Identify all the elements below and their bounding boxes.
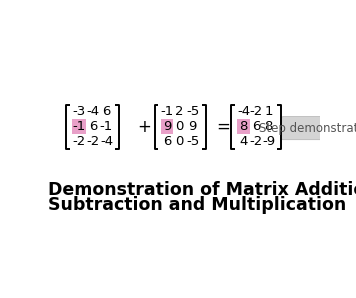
FancyBboxPatch shape	[282, 117, 347, 140]
Text: -4: -4	[87, 105, 100, 119]
Text: -2: -2	[250, 135, 263, 148]
Text: 9: 9	[188, 120, 197, 133]
Text: 9: 9	[163, 120, 171, 133]
Text: -5: -5	[186, 105, 199, 119]
Text: -2: -2	[250, 105, 263, 119]
Text: -9: -9	[262, 135, 275, 148]
FancyBboxPatch shape	[237, 119, 250, 134]
FancyBboxPatch shape	[161, 119, 173, 134]
Text: 6: 6	[252, 120, 260, 133]
Text: 0: 0	[175, 135, 184, 148]
Text: +: +	[137, 118, 151, 136]
Text: -1: -1	[73, 120, 86, 133]
Text: -1: -1	[100, 120, 113, 133]
Text: 0: 0	[175, 120, 184, 133]
Text: 4: 4	[240, 135, 248, 148]
Text: 1: 1	[264, 105, 273, 119]
Text: -5: -5	[186, 135, 199, 148]
Text: 6: 6	[163, 135, 171, 148]
Text: =: =	[216, 118, 230, 136]
Text: Step demonstratio: Step demonstratio	[259, 122, 356, 135]
Text: 8: 8	[264, 120, 273, 133]
Text: Demonstration of Matrix Addition,: Demonstration of Matrix Addition,	[48, 181, 356, 198]
Text: 8: 8	[240, 120, 248, 133]
FancyBboxPatch shape	[72, 119, 87, 134]
Text: 2: 2	[175, 105, 184, 119]
Text: -2: -2	[73, 135, 86, 148]
Text: 6: 6	[89, 120, 98, 133]
Text: -4: -4	[100, 135, 113, 148]
Text: -1: -1	[160, 105, 174, 119]
Text: 6: 6	[102, 105, 111, 119]
Text: Subtraction and Multiplication: Subtraction and Multiplication	[48, 196, 347, 214]
Text: -4: -4	[237, 105, 250, 119]
Text: -2: -2	[87, 135, 100, 148]
Text: -3: -3	[73, 105, 86, 119]
